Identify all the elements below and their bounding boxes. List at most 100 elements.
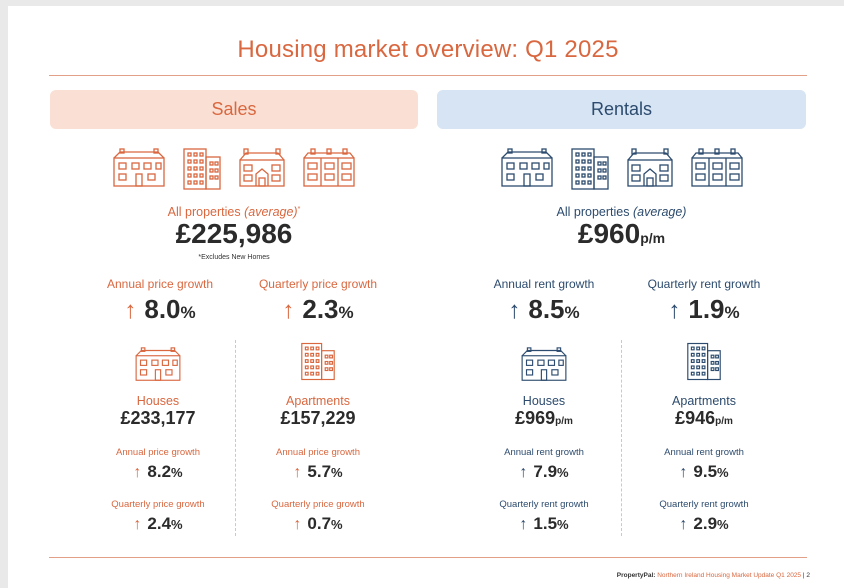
rentals-apartments-annual-value: 9.5	[693, 462, 718, 481]
up-arrow-icon: ↑	[133, 516, 142, 533]
apartment-block-icon	[183, 148, 221, 190]
rentals-apartments-annual-label: Annual rent growth	[664, 447, 744, 458]
sales-apartments-quarterly-label: Quarterly price growth	[271, 499, 365, 510]
rentals-apartments-value: £946p/m	[624, 408, 784, 429]
sales-all-label-marker: *	[297, 205, 301, 213]
up-arrow-icon: ↑	[679, 516, 688, 533]
footer-divider	[49, 557, 807, 558]
rentals-houses-quarterly-value: 1.5	[533, 514, 558, 533]
detached-house-icon	[521, 347, 567, 381]
sales-quarterly-label: Quarterly price growth	[258, 277, 378, 291]
rentals-column-divider	[621, 340, 622, 536]
percent-sign: %	[564, 303, 580, 322]
sales-all-label: All properties (average)*	[50, 205, 418, 219]
sales-houses-label: Houses	[136, 394, 180, 408]
sales-apartments-quarterly-value: 0.7	[307, 514, 332, 533]
up-arrow-icon: ↑	[133, 464, 142, 481]
percent-sign: %	[724, 303, 740, 322]
percent-sign: %	[557, 517, 569, 532]
footer-brand: PropertyPal:	[616, 572, 656, 579]
rentals-apartments-quarterly-label: Quarterly rent growth	[659, 499, 749, 510]
rentals-all-unit: p/m	[640, 230, 666, 246]
rentals-apartments-quarterly-stat: ↑ 2.9%	[624, 514, 784, 534]
rentals-houses-annual-label: Annual rent growth	[504, 447, 584, 458]
detached-house-icon	[135, 347, 181, 381]
semi-detached-house-icon	[626, 148, 673, 187]
percent-sign: %	[180, 303, 196, 322]
sales-houses-value: £233,177	[120, 408, 196, 428]
page-title: Housing market overview: Q1 2025	[237, 36, 619, 63]
percent-sign: %	[717, 465, 729, 480]
report-page: Housing market overview: Q1 2025 Sales R…	[8, 6, 844, 588]
sales-houses-quarterly-value: 2.4	[147, 514, 172, 533]
rentals-all-label-text: All properties	[556, 205, 630, 219]
rentals-all-label-qualifier: (average)	[632, 205, 687, 219]
apartment-block-icon	[687, 342, 721, 381]
rentals-apartments-quarterly-value: 2.9	[693, 514, 718, 533]
detached-house-icon	[500, 148, 553, 187]
sales-annual-value: 8.0	[144, 294, 181, 324]
rentals-houses-quarterly-stat: ↑ 1.5%	[464, 514, 624, 534]
sales-quarterly-stat: ↑ 2.3%	[238, 294, 398, 325]
sales-annual-label: Annual price growth	[106, 277, 214, 291]
up-arrow-icon: ↑	[668, 297, 681, 324]
percent-sign: %	[338, 303, 354, 322]
percent-sign: %	[331, 465, 343, 480]
terraced-houses-icon	[690, 148, 743, 187]
rentals-apartments-amount: £946	[675, 408, 716, 428]
page-footer: PropertyPal: Northern Ireland Housing Ma…	[617, 572, 810, 579]
sales-houses-annual-value: 8.2	[147, 462, 172, 481]
sales-apartments-quarterly-stat: ↑ 0.7%	[238, 514, 398, 534]
rentals-houses-annual-value: 7.9	[533, 462, 558, 481]
up-arrow-icon: ↑	[124, 297, 137, 324]
sales-quarterly-value: 2.3	[302, 294, 339, 324]
sales-houses-annual-stat: ↑ 8.2%	[78, 462, 238, 482]
sales-apartments-annual-label: Annual price growth	[276, 447, 360, 458]
sales-all-label-qualifier: (average)	[244, 205, 298, 219]
rentals-property-icons	[437, 148, 806, 190]
percent-sign: %	[717, 517, 729, 532]
detached-house-icon	[113, 148, 165, 187]
up-arrow-icon: ↑	[679, 464, 688, 481]
page-number: 2	[806, 572, 810, 579]
sales-apartments-label: Apartments	[286, 394, 350, 408]
up-arrow-icon: ↑	[508, 297, 521, 324]
up-arrow-icon: ↑	[519, 516, 528, 533]
rentals-banner: Rentals	[437, 90, 806, 129]
rentals-houses-quarterly-label: Quarterly rent growth	[499, 499, 589, 510]
sales-houses-quarterly-stat: ↑ 2.4%	[78, 514, 238, 534]
rentals-houses-annual-stat: ↑ 7.9%	[464, 462, 624, 482]
percent-sign: %	[171, 517, 183, 532]
sales-banner: Sales	[50, 90, 418, 129]
sales-houses-annual-label: Annual price growth	[116, 447, 200, 458]
sales-apartments-annual-value: 5.7	[307, 462, 332, 481]
apartment-block-icon	[301, 342, 335, 381]
up-arrow-icon: ↑	[293, 464, 302, 481]
semi-detached-house-icon	[239, 148, 285, 187]
rentals-all-amount: £960	[577, 218, 641, 249]
up-arrow-icon: ↑	[519, 464, 528, 481]
apartment-block-icon	[570, 148, 609, 190]
sales-apartments-value: £157,229	[280, 408, 356, 428]
rentals-houses-label: Houses	[522, 394, 566, 408]
terraced-houses-icon	[303, 148, 355, 187]
up-arrow-icon: ↑	[282, 297, 295, 324]
up-arrow-icon: ↑	[293, 516, 302, 533]
rentals-all-label: All properties (average)	[437, 205, 806, 219]
percent-sign: %	[331, 517, 343, 532]
rentals-quarterly-stat: ↑ 1.9%	[624, 294, 784, 325]
rentals-houses-amount: £969	[515, 408, 556, 428]
title-divider	[49, 75, 807, 76]
sales-all-label-text: All properties	[167, 205, 241, 219]
sales-annual-stat: ↑ 8.0%	[80, 294, 240, 325]
rentals-houses-value: £969p/m	[464, 408, 624, 429]
sales-column-divider	[235, 340, 236, 536]
percent-sign: %	[557, 465, 569, 480]
rentals-apartments-label: Apartments	[672, 394, 736, 408]
sales-all-value: £225,986	[175, 218, 293, 249]
rentals-annual-stat: ↑ 8.5%	[464, 294, 624, 325]
footer-separator: |	[802, 572, 805, 579]
rentals-quarterly-label: Quarterly rent growth	[647, 277, 761, 291]
sales-apartments-annual-stat: ↑ 5.7%	[238, 462, 398, 482]
sales-property-icons	[50, 148, 418, 190]
